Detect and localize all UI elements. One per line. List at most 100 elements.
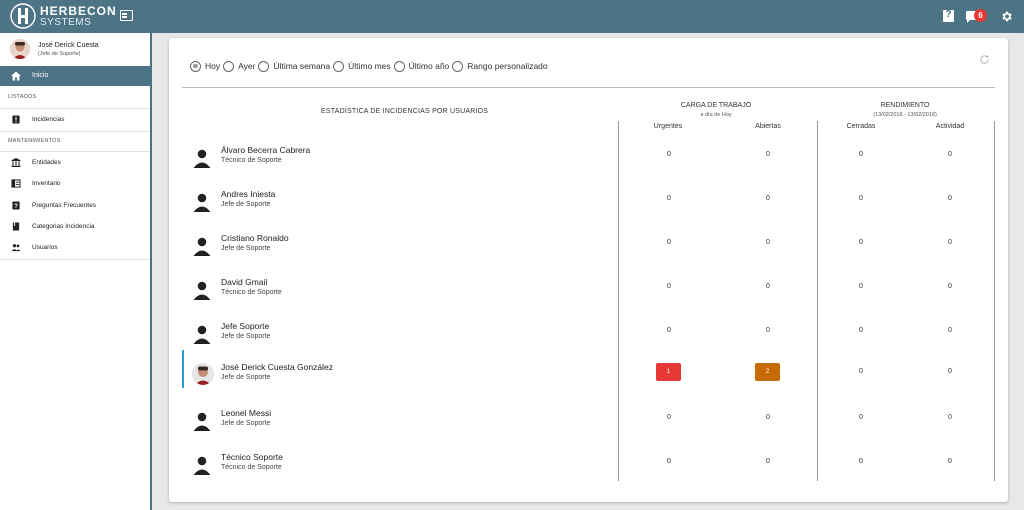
actividad-value: 0 [948,368,952,375]
statistics-card: Hoy Ayer Última semana Último mes Último… [169,38,1008,502]
user-name: Álvaro Becerra Cabrera [221,145,311,155]
sidebar-item-inventario[interactable]: Inventario [0,175,150,193]
refresh-icon[interactable] [979,54,990,65]
messages-icon[interactable] [966,11,978,23]
gear-icon[interactable] [1000,10,1013,23]
sidebar-item-label: Incidencias [32,116,65,123]
actividad-value: 0 [948,414,952,421]
messages-badge: 6 [974,9,987,22]
user-role: Jefe de Soporte [221,245,271,252]
book-icon [12,222,20,231]
actividad-value: 0 [948,195,952,202]
cerradas-value: 0 [859,458,863,465]
table-row[interactable]: Álvaro Becerra Cabrera Técnico de Soport… [182,139,995,183]
cerradas-value: 0 [859,151,863,158]
radio-dot-icon [333,60,345,72]
radio-label: Última semana [273,61,331,71]
brand-name: HERBECON [40,3,117,18]
radio-label: Último año [408,61,450,71]
table-row[interactable]: Leonel Messi Jefe de Soporte 0 0 0 0 [182,402,995,446]
abiertas-chip[interactable]: 2 [755,363,780,381]
user-name: Técnico Soporte [221,452,283,462]
user-silhouette-icon [193,193,211,212]
home-icon [11,71,21,81]
radio-dot-icon [258,60,270,72]
user-role: Técnico de Soporte [221,157,282,164]
sidebar-item-incidencias[interactable]: Incidencias [0,111,150,129]
radio-ultimo-mes[interactable]: Último mes [333,60,391,72]
sidebar-user[interactable]: José Derick Cuesta (Jefe de Soporte) [0,33,150,65]
radio-ayer[interactable]: Ayer [223,60,255,72]
radio-dot-icon [393,60,405,72]
column-urgentes: Urgentes [653,123,683,130]
radio-dot-icon [452,60,464,72]
urgentes-value: 0 [667,151,671,158]
user-silhouette-icon [193,281,211,300]
user-name: José Derick Cuesta [38,42,99,49]
actividad-value: 0 [948,458,952,465]
table-row[interactable]: Andres Iniesta Jefe de Soporte 0 0 0 0 [182,183,995,227]
help-icon[interactable]: ? [943,9,954,22]
user-name: José Derick Cuesta González [221,362,333,372]
table-row[interactable]: David Gmail Técnico de Soporte 0 0 0 0 [182,271,995,315]
sidebar-item-categorias-incidencia[interactable]: Categorias Incidencia [0,218,150,236]
help-glyph: ? [945,9,952,20]
sidebar-section-listados: LISTADOS [8,94,37,100]
sidebar-item-entidades[interactable]: Entidades [0,154,150,172]
sidebar-item-label: Preguntas Frecuentes [32,202,96,209]
brand-logo[interactable]: HERBECON SYSTEMS [10,3,117,29]
user-silhouette-icon [193,149,211,168]
table-row[interactable]: Jefe Soporte Jefe de Soporte 0 0 0 0 [182,315,995,359]
incidents-icon [12,115,20,124]
sidebar-item-inicio[interactable]: Inicio [0,66,150,86]
logo-mark-icon [10,3,36,29]
user-photo-icon [10,39,30,59]
user-silhouette-icon [193,456,211,475]
table-row-active[interactable]: José Derick Cuesta González Jefe de Sopo… [182,350,995,394]
top-bar: HERBECON SYSTEMS ? 6 [0,0,1024,33]
radio-ultima-semana[interactable]: Última semana [258,60,331,72]
user-role: Jefe de Soporte [221,333,271,340]
sidebar-item-usuarios[interactable]: Usuarios [0,239,150,257]
user-name: David Gmail [221,277,268,287]
radio-label: Último mes [348,61,391,71]
radio-rango-personalizado[interactable]: Rango personalizado [452,60,548,72]
cerradas-value: 0 [859,239,863,246]
user-role: (Jefe de Soporte) [38,51,81,57]
radio-hoy[interactable]: Hoy [190,60,220,72]
divider [0,259,150,260]
cerradas-value: 0 [859,414,863,421]
radio-label: Rango personalizado [467,61,548,71]
performance-subtitle: (13/02/2018 - 13/02/2018) [873,112,937,118]
actividad-value: 0 [948,327,952,334]
menu-toggle-icon[interactable] [120,10,133,21]
radio-ultimo-ano[interactable]: Último año [393,60,450,72]
sidebar-item-label: Inventario [32,180,61,187]
svg-text:?: ? [14,203,18,210]
sidebar-section-mantenimientos: MANTENIMIENTOS [8,138,61,144]
user-role: Jefe de Soporte [221,201,271,208]
column-actividad: Actividad [935,123,965,130]
sidebar: José Derick Cuesta (Jefe de Soporte) Ini… [0,33,152,510]
sidebar-item-label: Usuarios [32,244,58,251]
column-divider [618,121,619,481]
urgentes-chip[interactable]: 1 [656,363,681,381]
urgentes-value: 0 [667,283,671,290]
cerradas-value: 0 [859,368,863,375]
user-name: Leonel Messi [221,408,272,418]
sidebar-item-label: Inicio [32,72,49,79]
urgentes-value: 0 [667,239,671,246]
abiertas-value: 0 [766,195,770,202]
actividad-value: 0 [948,239,952,246]
workload-title: CARGA DE TRABAJO [680,102,752,109]
brand-subname: SYSTEMS [40,16,92,28]
user-silhouette-icon [193,325,211,344]
actividad-value: 0 [948,151,952,158]
table-row[interactable]: Cristiano Ronaldo Jefe de Soporte 0 0 0 … [182,227,995,271]
table-row[interactable]: Técnico Soporte Técnico de Soporte 0 0 0… [182,446,995,490]
sidebar-item-preguntas-frecuentes[interactable]: ? Preguntas Frecuentes [0,197,150,215]
user-role: Técnico de Soporte [221,464,282,471]
avatar [10,39,30,59]
user-role: Jefe de Soporte [221,374,271,381]
urgentes-value: 0 [667,195,671,202]
